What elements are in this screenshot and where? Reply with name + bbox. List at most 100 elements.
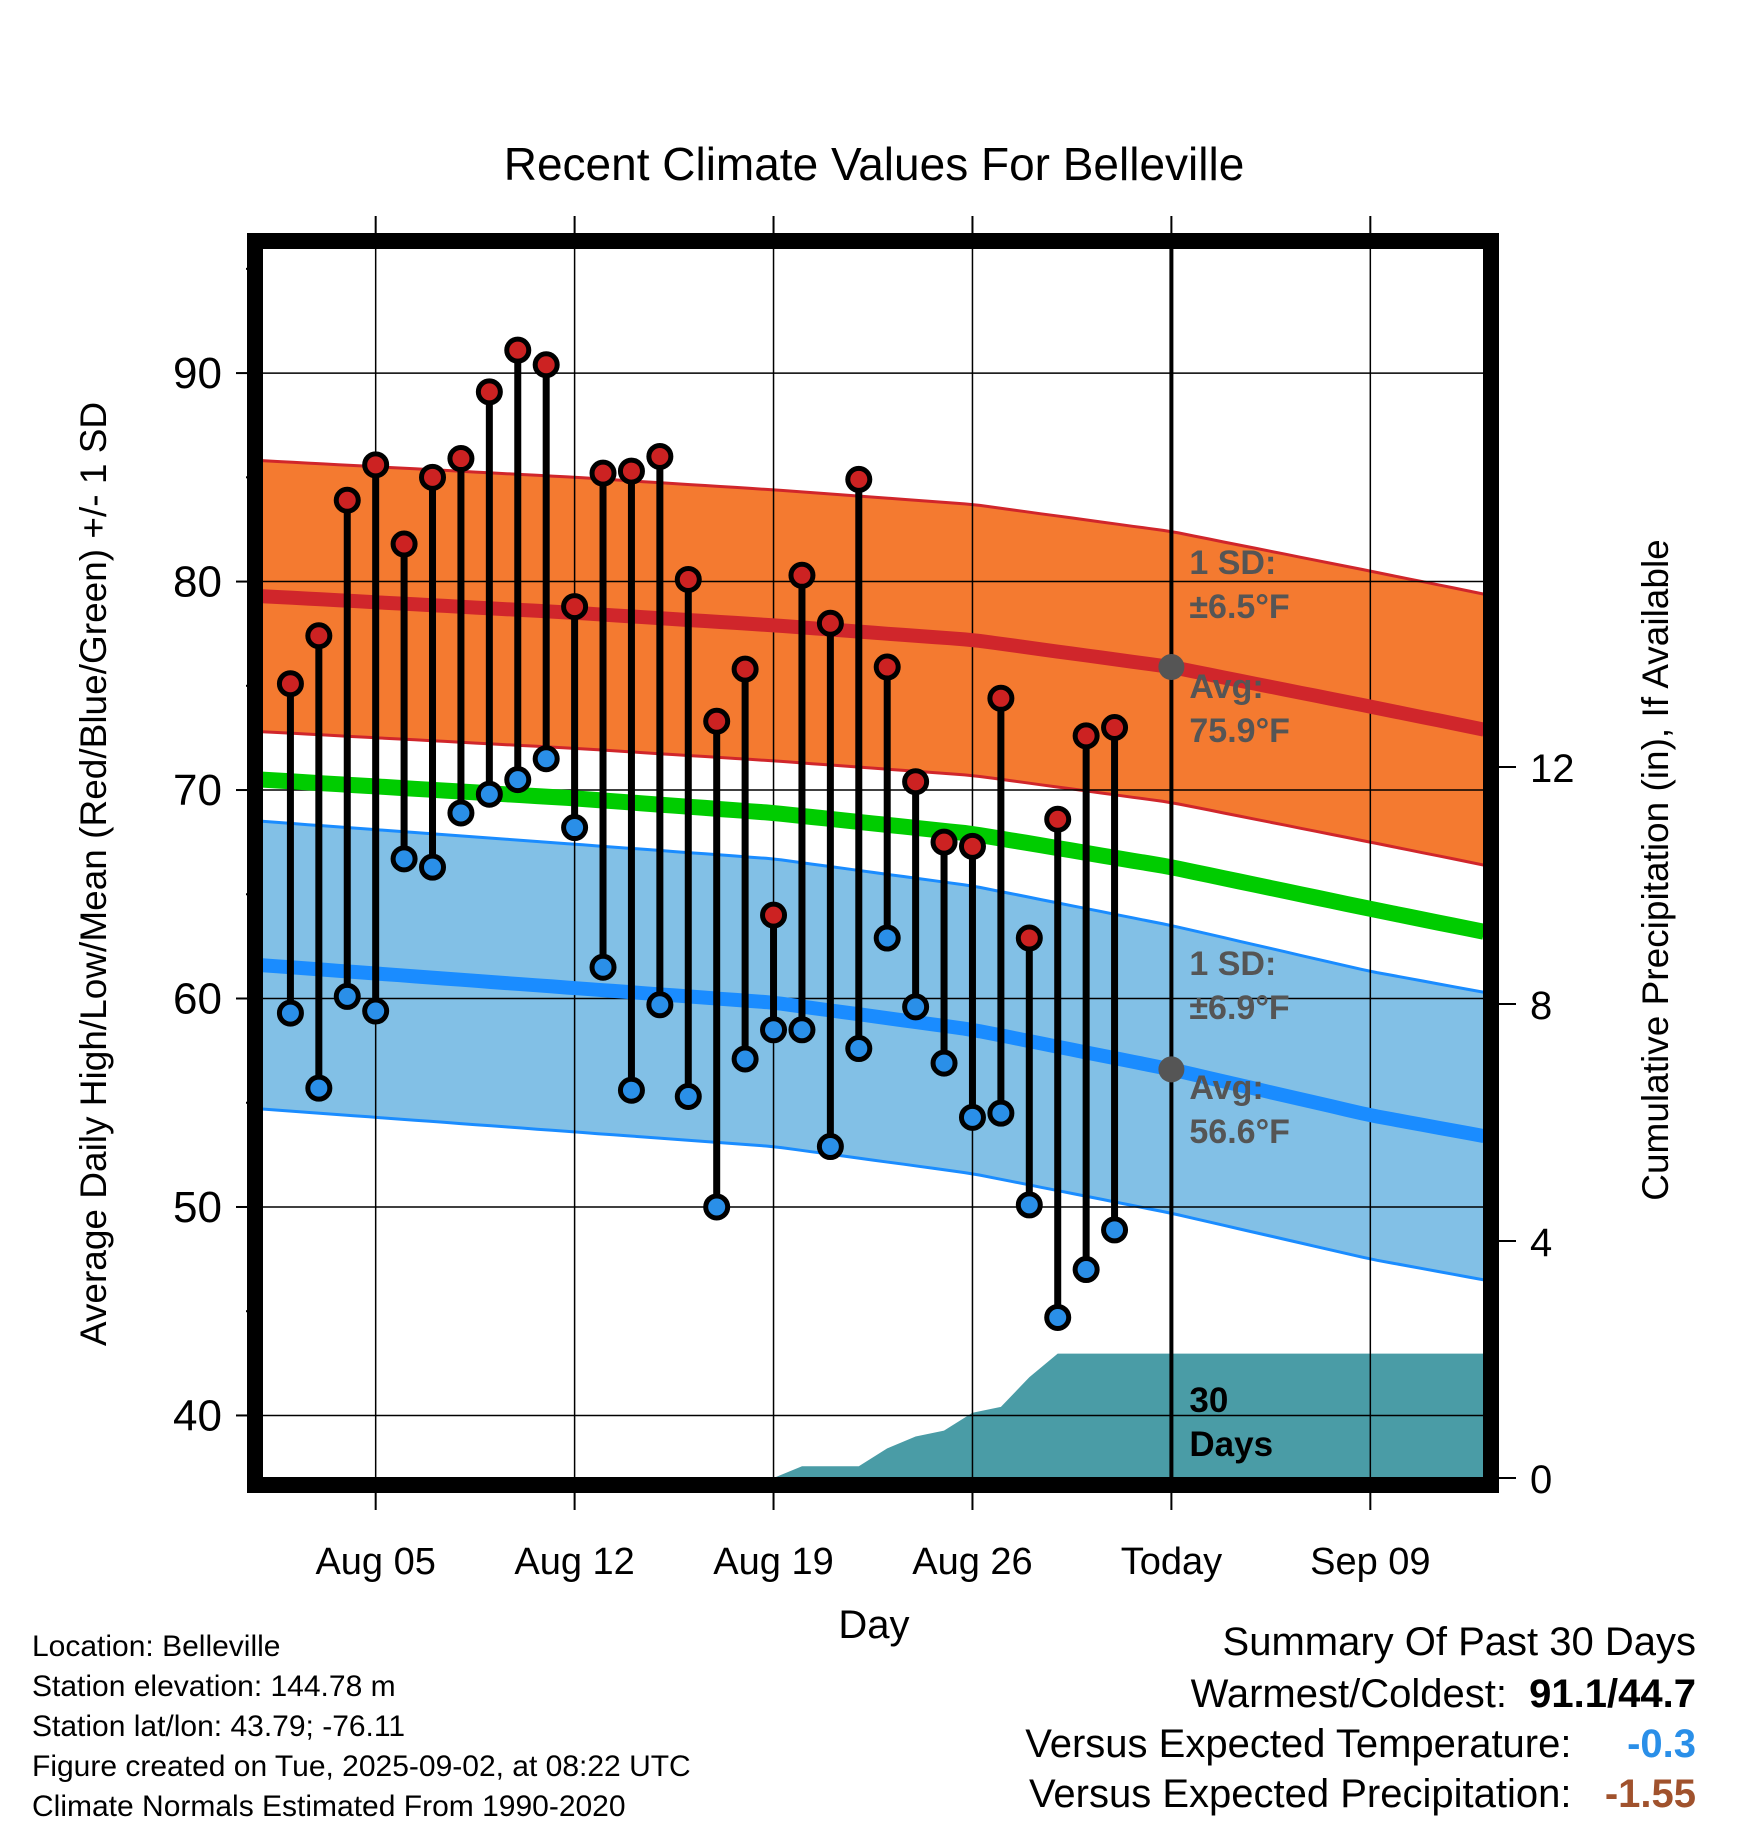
- summary-temp: Versus Expected Temperature: -0.3: [1025, 1722, 1696, 1767]
- low-temp-point: [333, 982, 361, 1010]
- low-temp-point: [1072, 1256, 1100, 1284]
- low-temp-point: [703, 1193, 731, 1221]
- low-temp-point: [760, 1016, 788, 1044]
- low-temp-point: [902, 993, 930, 1021]
- high-temp-point: [760, 901, 788, 929]
- x-axis-label: Day: [838, 1603, 909, 1647]
- low-temp-point: [617, 1076, 645, 1104]
- plot-area: 1 SD: ±6.5°F Avg: 75.9°F 1 SD: ±6.9°F Avg: 56.6…: [173, 216, 1575, 1583]
- high-temp-point: [1101, 713, 1129, 741]
- y-tick-label: 80: [173, 558, 222, 607]
- y-tick-label: 40: [173, 1391, 222, 1440]
- high-temp-point: [1015, 924, 1043, 952]
- normal-mean-line: [262, 771, 1484, 940]
- low-temp-point: [788, 1016, 816, 1044]
- warm-cold-label: Warmest/Coldest:: [1190, 1672, 1507, 1716]
- low-temp-point: [1044, 1303, 1072, 1331]
- precip-anomaly-label: Versus Expected Precipitation:: [1028, 1772, 1572, 1816]
- y-tick-label: 70: [173, 766, 222, 815]
- precip-days-label-2: Days: [1189, 1425, 1273, 1464]
- high-temp-point: [788, 561, 816, 589]
- low-sd-label: 1 SD:: [1189, 945, 1276, 983]
- high-temp-point: [1044, 805, 1072, 833]
- low-temp-point: [958, 1103, 986, 1131]
- chart-title: Recent Climate Values For Belleville: [504, 138, 1245, 190]
- low-temp-point: [276, 999, 304, 1027]
- today-high-avg-marker: [1158, 654, 1185, 681]
- y2-tick-label: 0: [1530, 1458, 1552, 1502]
- high-temp-point: [532, 351, 560, 379]
- low-temp-point: [532, 745, 560, 773]
- high-temp-point: [674, 565, 702, 593]
- high-temp-point: [589, 459, 617, 487]
- high-temp-point: [1072, 722, 1100, 750]
- high-temp-point: [504, 336, 532, 364]
- precip-anomaly-value: -1.55: [1604, 1772, 1696, 1816]
- created-text: Figure created on Tue, 2025-09-02, at 08…: [32, 1750, 691, 1783]
- low-temp-point: [816, 1133, 844, 1161]
- high-sd-band: [262, 460, 1484, 866]
- high-temp-point: [362, 451, 390, 479]
- high-avg-label: Avg:: [1189, 668, 1263, 706]
- high-sd-band-upper-edge: [262, 459, 1484, 596]
- low-sd-value: ±6.9°F: [1189, 989, 1289, 1027]
- x-tick-label: Aug 12: [514, 1541, 634, 1583]
- x-tick-label: Sep 09: [1310, 1541, 1430, 1583]
- high-temp-point: [419, 463, 447, 491]
- high-sd-value: ±6.5°F: [1189, 588, 1289, 626]
- low-sd-band: [262, 821, 1484, 1280]
- low-temp-point: [1015, 1191, 1043, 1219]
- summary-warm-cold: Warmest/Coldest: 91.1/44.7: [1191, 1672, 1696, 1717]
- high-temp-point: [561, 593, 589, 621]
- high-temp-point: [447, 445, 475, 473]
- low-temp-point: [674, 1082, 702, 1110]
- temp-anomaly-value: -0.3: [1627, 1722, 1696, 1766]
- low-temp-point: [873, 924, 901, 952]
- today-low-avg-marker: [1158, 1056, 1185, 1083]
- y2-tick-label: 4: [1530, 1221, 1552, 1265]
- summary-precip: Versus Expected Precipitation: -1.55: [1029, 1772, 1696, 1817]
- normal-high-line: [262, 589, 1484, 737]
- low-sd-band-upper-edge: [262, 819, 1484, 994]
- location-text: Location: Belleville: [32, 1630, 281, 1663]
- low-temp-point: [930, 1049, 958, 1077]
- high-temp-point: [617, 457, 645, 485]
- high-temp-point: [731, 655, 759, 683]
- latlon-text: Station lat/lon: 43.79; -76.11: [32, 1710, 406, 1743]
- high-temp-point: [646, 442, 674, 470]
- high-temp-point: [390, 530, 418, 558]
- normals-period-text: Climate Normals Estimated From 1990-2020: [32, 1790, 626, 1823]
- low-avg-label: Avg:: [1189, 1069, 1263, 1107]
- low-temp-point: [504, 766, 532, 794]
- y-tick-label: 60: [173, 975, 222, 1024]
- low-temp-point: [987, 1099, 1015, 1127]
- high-temp-point: [305, 622, 333, 650]
- low-temp-point: [731, 1045, 759, 1073]
- x-tick-label: Aug 05: [315, 1541, 435, 1583]
- y-axis-label: Average Daily High/Low/Mean (Red/Blue/Gr…: [73, 402, 114, 1346]
- low-temp-point: [305, 1074, 333, 1102]
- x-tick-label: Aug 19: [713, 1541, 833, 1583]
- y2-axis-label: Cumulative Precipitation (in), If Availa…: [1635, 539, 1676, 1201]
- plot-frame: [247, 233, 1499, 1493]
- low-avg-value: 56.6°F: [1189, 1113, 1290, 1151]
- x-tick-label: Aug 26: [912, 1541, 1032, 1583]
- high-temp-point: [703, 707, 731, 735]
- temp-anomaly-label: Versus Expected Temperature:: [1025, 1722, 1572, 1766]
- low-temp-point: [419, 853, 447, 881]
- high-avg-value: 75.9°F: [1189, 712, 1290, 750]
- high-temp-point: [475, 378, 503, 406]
- normal-low-line: [262, 958, 1484, 1143]
- high-temp-point: [816, 609, 844, 637]
- high-temp-point: [333, 486, 361, 514]
- y-tick-label: 90: [173, 349, 222, 398]
- high-temp-point: [845, 465, 873, 493]
- low-temp-point: [390, 845, 418, 873]
- high-temp-point: [902, 768, 930, 796]
- high-temp-point: [987, 684, 1015, 712]
- high-sd-band-lower-edge: [262, 730, 1484, 867]
- low-temp-point: [1101, 1216, 1129, 1244]
- x-tick-label: Today: [1121, 1541, 1222, 1583]
- low-temp-point: [362, 997, 390, 1025]
